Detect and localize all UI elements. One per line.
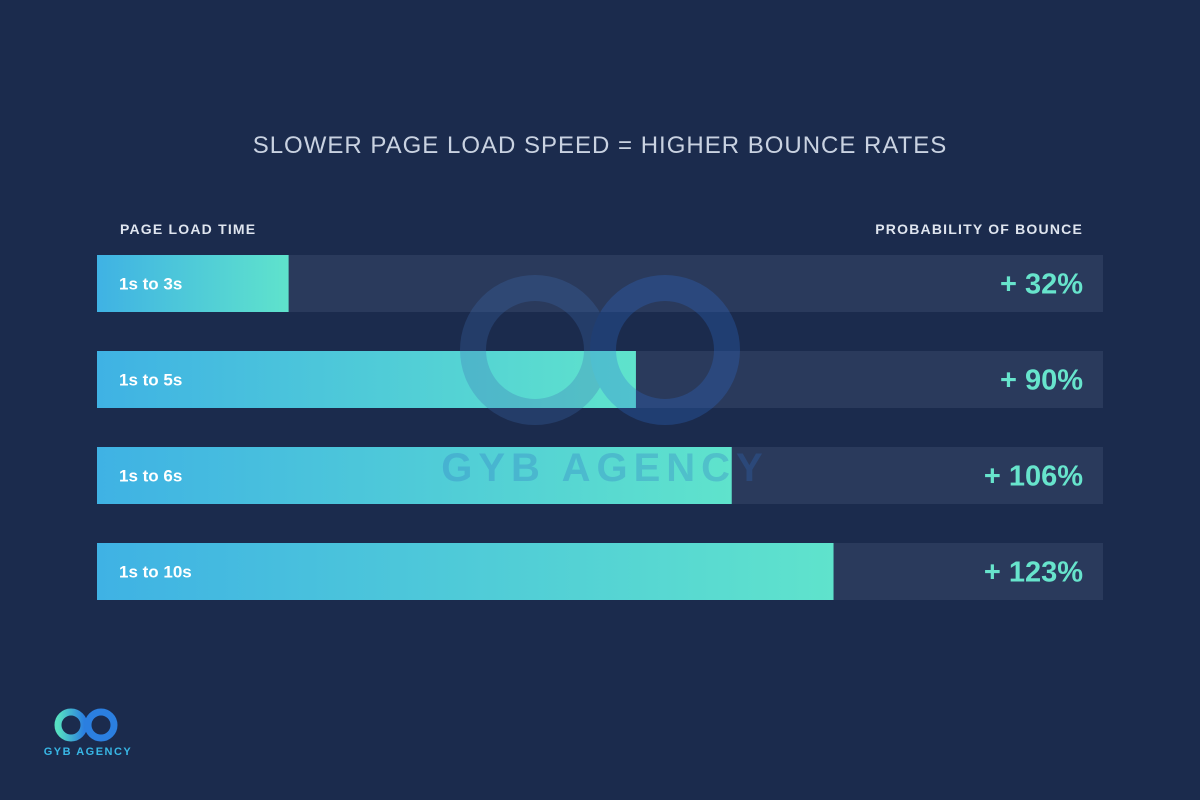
brand-name: GYB AGENCY	[43, 746, 133, 758]
bar-category-label: 1s to 10s	[119, 563, 192, 582]
bar-value-label: + 106%	[984, 461, 1083, 493]
brand-logo: GYB AGENCY	[40, 705, 136, 765]
bar	[97, 447, 732, 504]
bar	[97, 351, 636, 408]
bar-value-label: + 32%	[1000, 269, 1083, 301]
column-header-load-time: PAGE LOAD TIME	[120, 221, 257, 237]
bar	[97, 543, 834, 600]
bar-category-label: 1s to 3s	[119, 275, 182, 294]
bar-value-label: + 123%	[984, 557, 1083, 589]
column-header-bounce: PROBABILITY OF BOUNCE	[875, 221, 1083, 237]
bar-value-label: + 90%	[1000, 365, 1083, 397]
bar	[97, 255, 289, 312]
infinity-logo-icon	[54, 708, 118, 742]
bar-category-label: 1s to 6s	[119, 467, 182, 486]
chart-title: SLOWER PAGE LOAD SPEED = HIGHER BOUNCE R…	[252, 132, 948, 159]
bar-category-label: 1s to 5s	[119, 371, 182, 390]
